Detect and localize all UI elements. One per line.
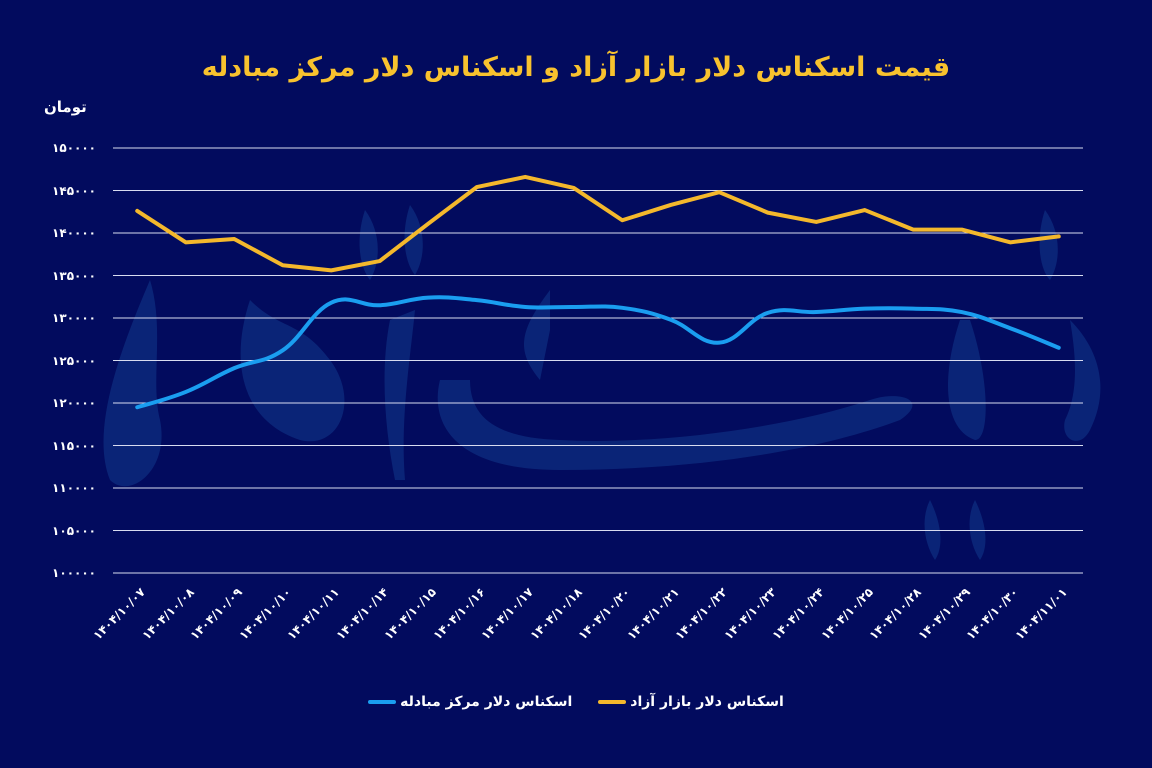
y-tick-label: ۱۴۵۰۰۰ [52, 183, 96, 198]
y-tick-label: ۱۲۰۰۰۰ [52, 396, 96, 410]
gridlines [113, 147, 1083, 574]
legend-label: اسکناس دلار بازار آزاد [630, 694, 784, 710]
series-line-exchange-center [135, 295, 1061, 410]
legend-item-free-market: اسکناس دلار بازار آزاد [598, 694, 784, 710]
y-axis-unit-label: تومان [44, 98, 87, 116]
legend-label: اسکناس دلار مرکز مبادله [400, 694, 573, 710]
watermark-logo [103, 205, 1101, 560]
legend: اسکناس دلار بازار آزاد اسکناس دلار مرکز … [0, 694, 1152, 710]
y-tick-label: ۱۰۰۰۰۰ [52, 566, 96, 580]
y-tick-label: ۱۳۰۰۰۰ [52, 311, 96, 325]
y-tick-label: ۱۲۵۰۰۰ [52, 353, 96, 368]
legend-swatch-blue [368, 700, 397, 704]
y-tick-label: ۱۳۵۰۰۰ [52, 268, 96, 283]
legend-item-exchange-center: اسکناس دلار مرکز مبادله [368, 694, 572, 710]
data-lines [135, 174, 1061, 410]
chart-title: قیمت اسکناس دلار بازار آزاد و اسکناس دلا… [201, 52, 951, 83]
y-tick-label: ۱۵۰۰۰۰ [52, 141, 96, 155]
series-line-free-market [135, 174, 1061, 273]
y-tick-label: ۱۰۵۰۰۰ [52, 523, 96, 538]
y-tick-label: ۱۴۰۰۰۰ [52, 226, 96, 240]
legend-swatch-orange [598, 700, 627, 704]
y-tick-label: ۱۱۵۰۰۰ [52, 438, 96, 453]
y-tick-label: ۱۱۰۰۰۰ [52, 481, 96, 495]
